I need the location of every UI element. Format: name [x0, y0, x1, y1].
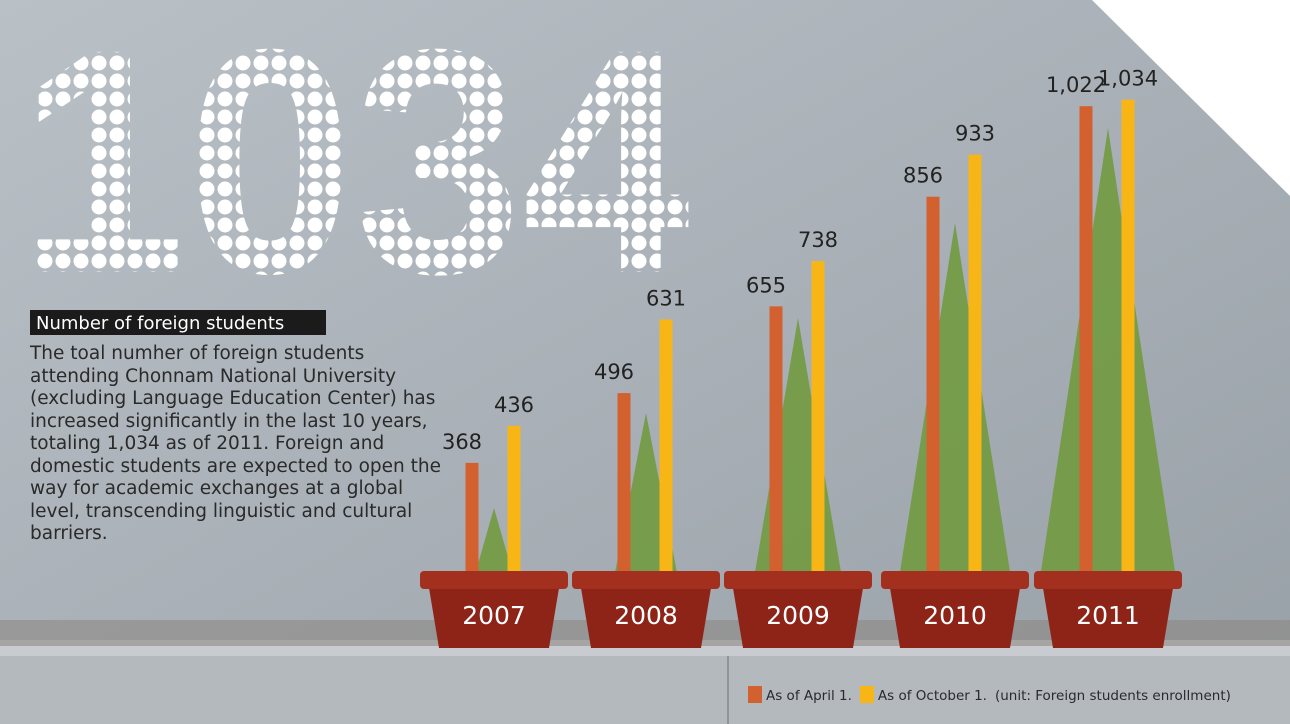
unit-note: (unit: Foreign students enrollment) [995, 688, 1231, 704]
value-label: 933 [955, 122, 995, 146]
value-label: 1,034 [1098, 67, 1158, 91]
bar [508, 426, 521, 590]
legend-swatch [860, 686, 874, 703]
pot-rim [724, 571, 872, 589]
bar [770, 306, 783, 590]
bar [927, 197, 940, 590]
pot-rim [420, 571, 568, 589]
x-tick-label: 2011 [1076, 601, 1140, 630]
x-tick-label: 2007 [462, 601, 526, 630]
x-tick-label: 2009 [766, 601, 830, 630]
value-label: 496 [594, 360, 634, 384]
legend-label: As of October 1. [878, 688, 987, 704]
pot-rim [1034, 571, 1182, 589]
bar [618, 393, 631, 590]
bar [1080, 106, 1093, 590]
bar [969, 155, 982, 590]
bar [466, 463, 479, 590]
value-label: 856 [903, 164, 943, 188]
infographic: 1034 Number of foreign students 36843620… [0, 0, 1290, 724]
pot-rim [881, 571, 1029, 589]
description: The toal numher of foreign students atte… [30, 343, 448, 546]
value-label: 436 [494, 393, 534, 417]
bar [1122, 100, 1135, 590]
headline: 1034 [18, 0, 692, 340]
legend-swatch [748, 686, 762, 703]
x-tick-label: 2008 [614, 601, 678, 630]
chart-title: Number of foreign students [36, 313, 284, 334]
value-label: 631 [646, 286, 686, 310]
legend-label: As of April 1. [766, 688, 852, 704]
value-label: 738 [798, 228, 838, 252]
bar [812, 261, 825, 590]
bar [660, 319, 673, 590]
value-label: 655 [746, 273, 786, 297]
x-tick-label: 2010 [923, 601, 987, 630]
pot-rim [572, 571, 720, 589]
